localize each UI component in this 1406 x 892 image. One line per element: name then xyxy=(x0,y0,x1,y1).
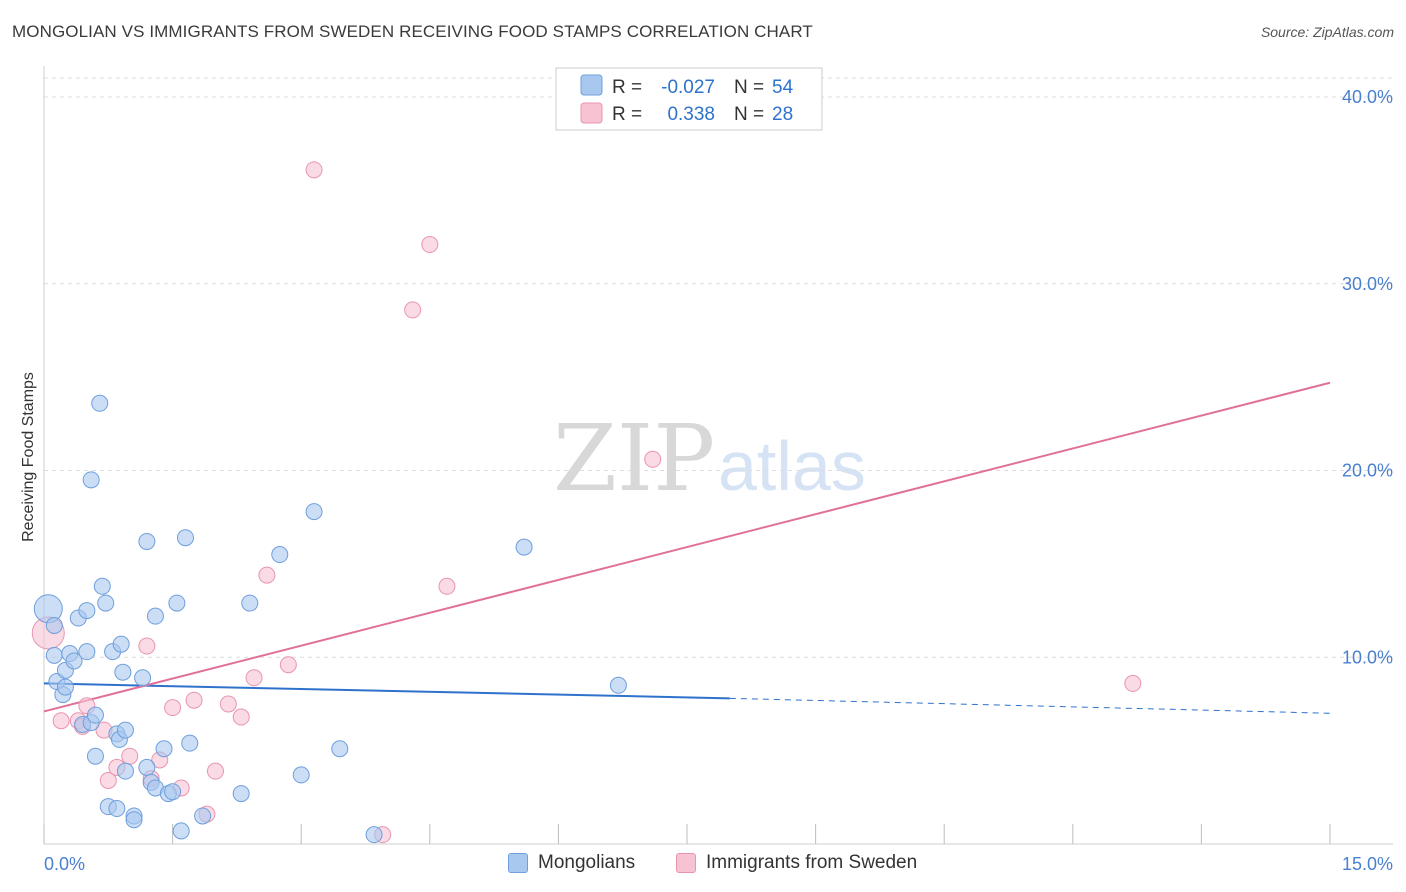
legend-r-value-1: -0.027 xyxy=(661,77,715,98)
mongolian-point-16 xyxy=(82,471,100,489)
mongolian-point-45 xyxy=(232,785,250,803)
trend-line-extension-0 xyxy=(729,697,1331,714)
mongolian-point-1 xyxy=(45,617,63,635)
mongolian-point-42 xyxy=(176,529,194,547)
sweden-point-6 xyxy=(99,772,117,790)
legend-r-value-2: 0.338 xyxy=(667,104,715,125)
legend-n-value-2: 28 xyxy=(772,104,793,125)
legend-item-mongolians: Mongolians xyxy=(508,852,635,874)
mongolian-point-17 xyxy=(91,394,109,412)
mongolian-point-50 xyxy=(331,740,349,758)
sweden-point-12 xyxy=(164,699,182,717)
mongolian-point-37 xyxy=(155,740,173,758)
legend-n-label-2: N = xyxy=(734,104,764,125)
mongolian-point-2 xyxy=(45,646,63,664)
chart-source: Source: ZipAtlas.com xyxy=(1260,24,1394,40)
mongolian-point-15 xyxy=(86,706,104,724)
sweden-point-9 xyxy=(138,637,156,655)
sweden-point-21 xyxy=(279,656,297,674)
y-tick-label-1: 20.0% xyxy=(1342,461,1393,481)
sweden-point-25 xyxy=(421,236,439,254)
sweden-point-26 xyxy=(438,577,456,595)
mongolian-point-31 xyxy=(134,669,152,687)
legend-n-value-1: 54 xyxy=(772,77,794,98)
x-tick-label-max: 15.0% xyxy=(1342,854,1393,874)
sweden-point-22 xyxy=(305,161,323,179)
series-legend: Mongolians Immigrants from Sweden xyxy=(0,852,1406,878)
trend-layer xyxy=(43,381,1331,714)
sweden-point-27 xyxy=(644,450,662,468)
sweden-point-17 xyxy=(219,695,237,713)
axes-layer xyxy=(43,66,1393,845)
x-tick-labels: 0.0% 15.0% xyxy=(44,854,1393,874)
legend-swatch-mongolians xyxy=(580,74,603,96)
mongolian-point-40 xyxy=(168,594,186,612)
mongolian-point-39 xyxy=(164,783,182,801)
watermark-atlas: atlas xyxy=(718,427,866,505)
grid-layer xyxy=(44,77,1393,658)
mongolian-point-51 xyxy=(365,826,383,844)
mongolian-point-34 xyxy=(138,532,156,550)
mongolian-point-28 xyxy=(116,762,134,780)
points-layer xyxy=(31,161,1142,844)
mongolian-point-19 xyxy=(97,594,115,612)
sweden-point-18 xyxy=(232,708,250,726)
mongolian-point-18 xyxy=(93,577,111,595)
sweden-point-1 xyxy=(52,712,70,730)
mongolian-point-52 xyxy=(515,538,533,556)
y-tick-label-2: 30.0% xyxy=(1342,274,1393,294)
mongolian-point-53 xyxy=(609,676,627,694)
sweden-point-14 xyxy=(185,691,203,709)
mongolian-point-27 xyxy=(116,721,134,739)
sweden-point-8 xyxy=(121,747,139,765)
y-tick-labels: 10.0% 20.0% 30.0% 40.0% xyxy=(1342,87,1393,667)
y-tick-label-3: 40.0% xyxy=(1342,87,1393,107)
mongolian-point-13 xyxy=(78,643,96,661)
mongolian-point-11 xyxy=(78,602,96,620)
legend-label-mongolians: Mongolians xyxy=(538,852,636,873)
legend-swatch-sweden xyxy=(580,102,603,124)
mongolian-point-47 xyxy=(271,546,289,564)
legend-n-label-1: N = xyxy=(734,77,764,98)
legend-label-sweden: Immigrants from Sweden xyxy=(706,852,918,873)
trend-line-1 xyxy=(43,381,1331,713)
mongolian-point-6 xyxy=(56,678,74,696)
sweden-point-20 xyxy=(258,566,276,584)
mongolian-point-23 xyxy=(108,800,126,818)
mongolian-point-43 xyxy=(181,734,199,752)
mongolian-point-26 xyxy=(114,663,132,681)
legend-swatch-mongolians-bottom xyxy=(508,853,528,873)
x-tick-label-min: 0.0% xyxy=(44,854,85,874)
mongolian-point-30 xyxy=(125,811,143,829)
watermark: ZIP atlas xyxy=(553,405,866,512)
trend-line-0 xyxy=(43,682,730,700)
chart-title: MONGOLIAN VS IMMIGRANTS FROM SWEDEN RECE… xyxy=(12,22,813,41)
legend-r-label-1: R = xyxy=(612,77,642,98)
sweden-point-19 xyxy=(245,669,263,687)
mongolian-point-49 xyxy=(305,503,323,521)
mongolian-point-46 xyxy=(241,594,259,612)
legend-r-label-2: R = xyxy=(612,104,642,125)
legend-swatch-sweden-bottom xyxy=(676,853,696,873)
mongolian-point-41 xyxy=(172,822,190,840)
sweden-point-24 xyxy=(404,301,422,319)
watermark-zip: ZIP xyxy=(553,405,715,512)
mongolian-point-14 xyxy=(86,747,104,765)
mongolian-point-8 xyxy=(65,652,83,670)
sweden-point-28 xyxy=(1124,674,1142,692)
mongolian-point-48 xyxy=(292,766,310,784)
mongolian-point-32 xyxy=(138,758,156,776)
y-tick-label-0: 10.0% xyxy=(1342,647,1393,667)
legend-item-sweden: Immigrants from Sweden xyxy=(676,852,917,874)
mongolian-point-25 xyxy=(112,635,130,653)
mongolian-point-35 xyxy=(146,607,164,625)
correlation-legend: R = -0.027 N = 54 R = 0.338 N = 28 xyxy=(555,67,823,131)
mongolian-point-44 xyxy=(194,807,212,825)
sweden-point-16 xyxy=(206,762,224,780)
